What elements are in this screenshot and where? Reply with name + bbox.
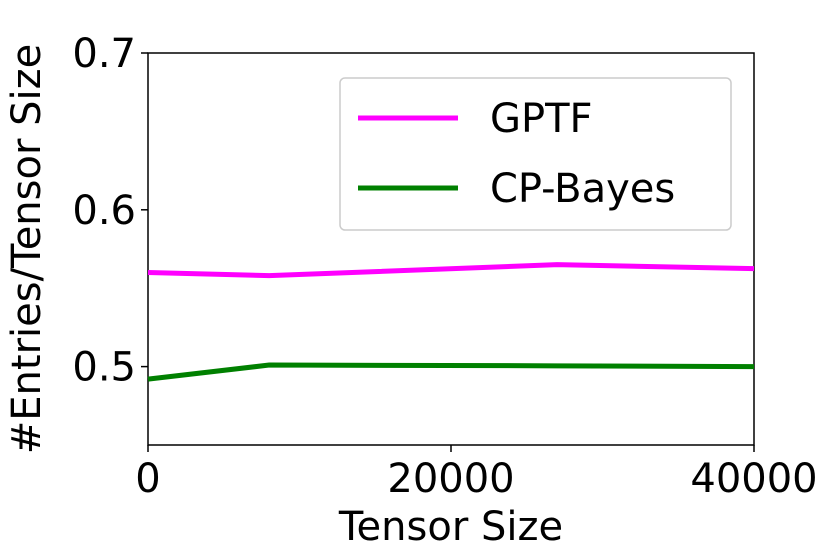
y-tick-label: 0.5 <box>72 345 136 391</box>
x-axis-label: Tensor Size <box>338 504 563 550</box>
x-tick-label: 0 <box>135 456 160 502</box>
series-line <box>147 362 755 382</box>
series-line <box>147 262 755 279</box>
legend-label: GPTF <box>490 96 593 142</box>
y-axis-label: #Entries/Tensor Size <box>4 44 50 455</box>
y-tick-label: 0.6 <box>72 188 136 234</box>
legend-label: CP-Bayes <box>490 166 675 212</box>
y-tick-label: 0.7 <box>72 31 136 77</box>
x-tick-label: 40000 <box>690 456 817 502</box>
x-tick-label: 20000 <box>387 456 514 502</box>
